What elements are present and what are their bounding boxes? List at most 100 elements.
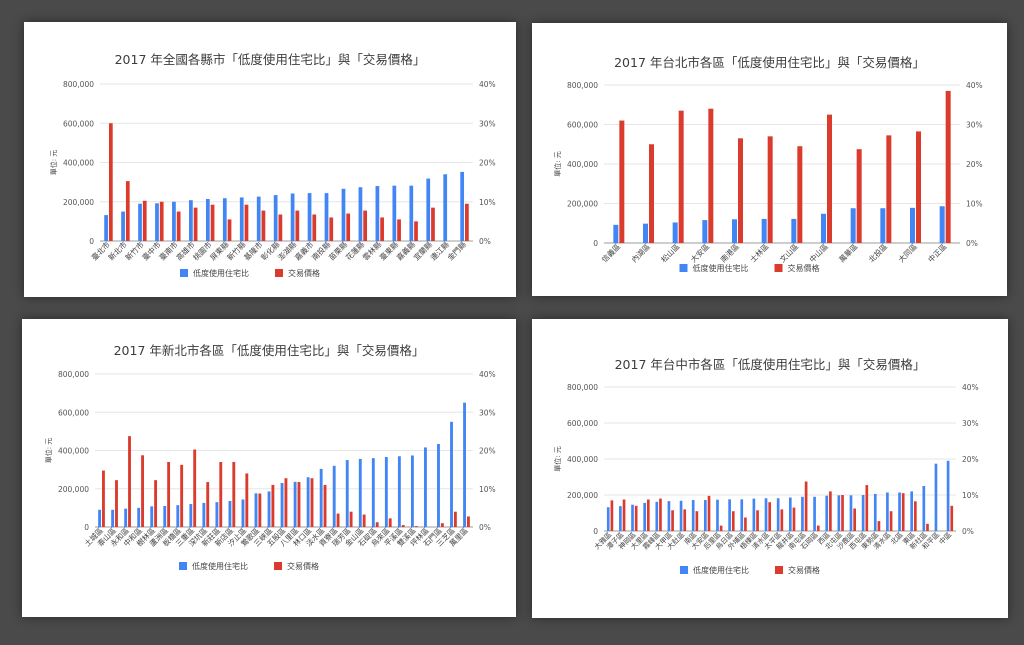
chart-title: 2017 年台中市各區「低度使用住宅比」與「交易價格」 — [615, 357, 926, 372]
bar-price — [346, 213, 351, 241]
bar-price — [128, 436, 131, 527]
bar-low-usage — [934, 463, 938, 531]
y2-tick-label: 0% — [479, 237, 491, 246]
bar-low-usage — [946, 460, 950, 531]
y-tick-label: 0 — [89, 237, 94, 246]
bar-low-usage — [619, 506, 622, 531]
bar-price — [397, 219, 401, 241]
bar-price — [829, 491, 832, 531]
category-label: 士林區 — [748, 241, 771, 264]
legend-label-low-usage: 低度使用住宅比 — [693, 263, 749, 273]
bar-low-usage — [861, 495, 865, 531]
bar-low-usage — [776, 498, 780, 531]
category-label: 大同區 — [896, 241, 919, 264]
bar-price — [363, 210, 368, 241]
bar-low-usage — [939, 206, 945, 243]
y2-tick-label: 30% — [479, 119, 496, 128]
bar-low-usage — [922, 486, 926, 531]
bar-price — [865, 485, 869, 531]
chart-svg: 2017 年台北市各區「低度使用住宅比」與「交易價格」 0 0% 200,000 10%… — [553, 55, 983, 273]
bar-price — [329, 217, 334, 241]
bar-price — [206, 482, 210, 527]
bar-low-usage — [837, 495, 841, 531]
bar-price — [945, 90, 951, 243]
bar-price — [768, 502, 772, 531]
y-tick-label: 200,000 — [63, 198, 94, 207]
y-tick-label: 200,000 — [567, 491, 598, 500]
bar-price — [310, 478, 314, 527]
category-label: 南港區 — [718, 241, 741, 264]
bar-low-usage — [397, 456, 401, 527]
bar-low-usage — [740, 499, 744, 531]
bar-low-usage — [319, 468, 323, 527]
y-tick-label: 0 — [593, 527, 598, 536]
bar-price — [738, 138, 743, 243]
bar-price — [695, 511, 699, 531]
bar-price — [767, 136, 773, 243]
bar-price — [619, 120, 625, 243]
bar-price — [102, 470, 105, 527]
bar-price — [440, 523, 444, 527]
bar-low-usage — [752, 498, 756, 531]
y2-tick-label: 40% — [966, 81, 983, 90]
bar-low-usage — [324, 193, 329, 241]
y-tick-label: 400,000 — [63, 159, 94, 168]
bar-low-usage — [460, 171, 465, 241]
bar-low-usage — [155, 203, 159, 241]
bar-low-usage — [138, 203, 142, 241]
y2-tick-label: 40% — [479, 80, 496, 89]
chart-panel-new-taipei: 2017 年新北市各區「低度使用住宅比」與「交易價格」 0 0% 200,000 10%… — [22, 319, 516, 617]
bar-low-usage — [205, 199, 210, 241]
bar-low-usage — [341, 188, 346, 241]
bar-low-usage — [910, 207, 915, 243]
bar-low-usage — [679, 500, 683, 531]
bar-low-usage — [239, 197, 244, 241]
bar-low-usage — [886, 492, 889, 531]
legend-label-low-usage: 低度使用住宅比 — [192, 561, 248, 571]
bar-price — [453, 511, 457, 527]
bar-low-usage — [410, 455, 414, 527]
bar-low-usage — [256, 196, 261, 241]
legend-swatch-price — [774, 264, 783, 272]
bar-price — [707, 495, 711, 531]
bar-low-usage — [643, 502, 646, 531]
bar-price — [388, 518, 392, 527]
bar-price — [362, 514, 366, 527]
bar-low-usage — [409, 185, 414, 241]
bar-low-usage — [849, 495, 853, 531]
legend-label-low-usage: 低度使用住宅比 — [193, 268, 249, 278]
bar-low-usage — [358, 187, 363, 241]
bar-low-usage — [137, 507, 141, 527]
bar-low-usage — [613, 224, 619, 243]
bar-price — [622, 499, 626, 531]
bar-low-usage — [306, 477, 310, 527]
bar-price — [125, 181, 130, 241]
bar-low-usage — [728, 499, 731, 531]
chart-panel-county: 2017 年全國各縣市「低度使用住宅比」與「交易價格」 0 0% 200,000 10%… — [24, 22, 516, 297]
bar-low-usage — [241, 499, 245, 527]
bar-low-usage — [850, 208, 856, 243]
bar-price — [683, 509, 687, 531]
bar-low-usage — [825, 495, 829, 531]
bar-price — [261, 210, 266, 241]
bar-low-usage — [202, 502, 206, 527]
y2-tick-label: 10% — [962, 491, 979, 500]
bar-price — [659, 498, 662, 531]
category-label: 金門縣 — [445, 239, 468, 262]
bar-price — [731, 511, 735, 531]
bar-low-usage — [764, 498, 768, 531]
bar-low-usage — [163, 505, 167, 527]
y2-tick-label: 30% — [479, 408, 496, 417]
bar-price — [610, 500, 614, 531]
bar-low-usage — [392, 185, 397, 241]
bar-price — [414, 221, 418, 241]
bar-price — [176, 211, 181, 241]
y-tick-label: 400,000 — [567, 455, 598, 464]
category-label: 文山區 — [777, 241, 800, 264]
legend-swatch-price — [275, 269, 283, 277]
category-label: 北投區 — [866, 241, 889, 264]
bar-price — [142, 200, 147, 241]
bar-price — [901, 493, 905, 531]
category-label: 中正區 — [926, 241, 949, 264]
bar-price — [193, 449, 197, 527]
